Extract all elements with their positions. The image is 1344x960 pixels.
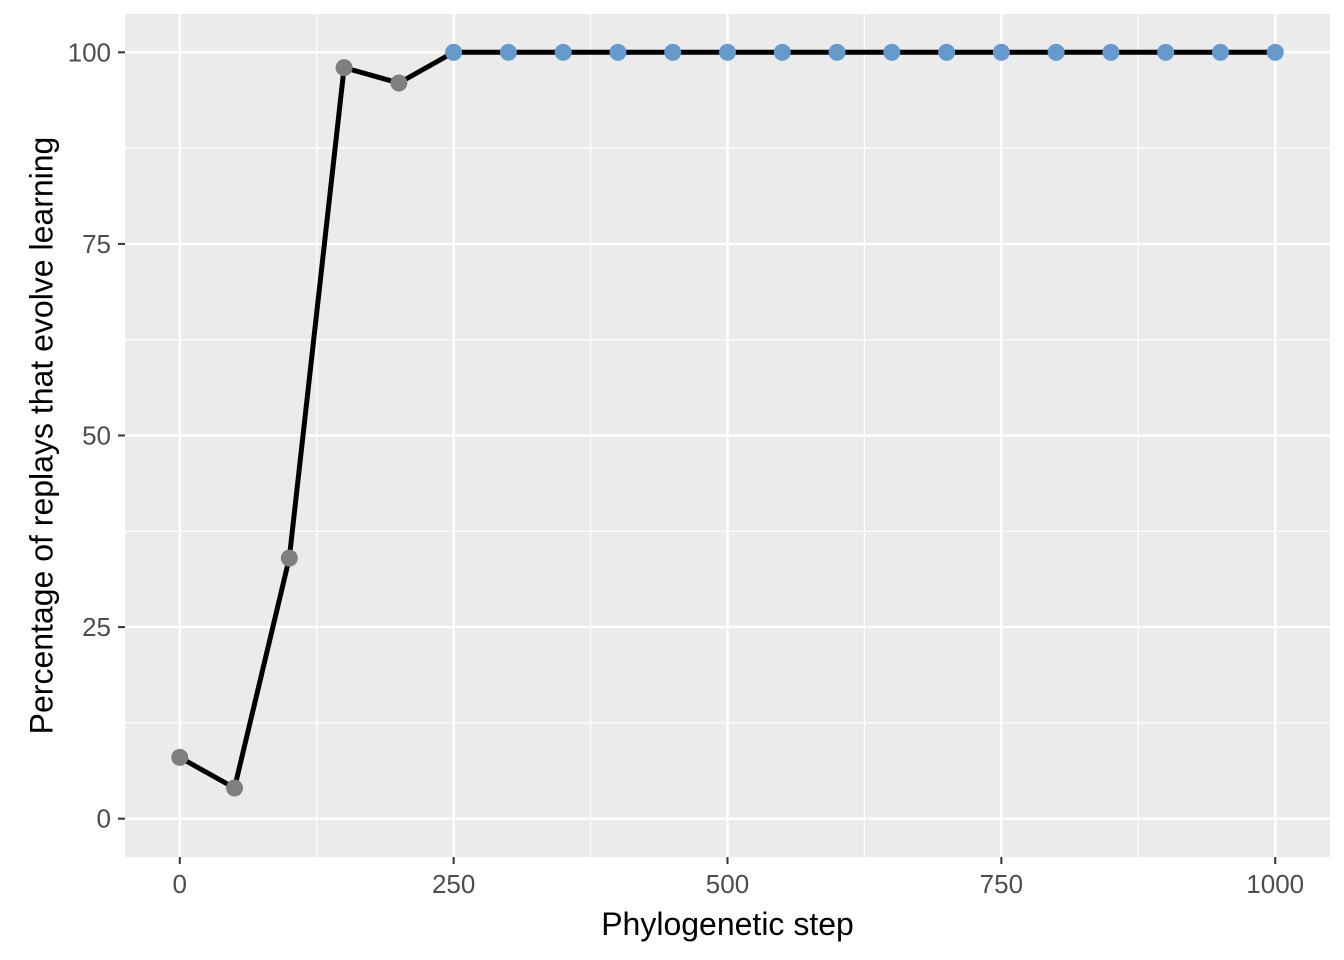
major-gridlines <box>125 14 1330 857</box>
data-point <box>719 43 736 61</box>
y-tick-label: 50 <box>82 421 111 451</box>
data-point <box>992 43 1010 61</box>
data-point <box>828 43 846 61</box>
x-tick-label: 1000 <box>1246 869 1304 899</box>
data-point <box>883 43 901 61</box>
y-tick-label: 0 <box>97 804 111 834</box>
x-tick-label: 750 <box>980 869 1023 899</box>
y-tick-label: 25 <box>82 612 111 642</box>
data-point <box>226 779 244 797</box>
data-point <box>773 43 791 61</box>
data-point <box>1102 43 1120 61</box>
data-point <box>1047 43 1065 61</box>
data-point <box>171 748 189 766</box>
data-point <box>390 74 408 92</box>
data-point <box>335 59 353 77</box>
data-point <box>1211 43 1229 61</box>
data-point <box>938 43 956 61</box>
y-axis-ticks: 0 25 50 75 100 <box>68 37 125 834</box>
x-axis-ticks: 0 250 500 750 1000 <box>173 857 1304 899</box>
data-point <box>280 549 298 567</box>
y-tick-label: 75 <box>82 229 111 259</box>
data-point <box>1266 43 1284 61</box>
data-point <box>499 43 517 61</box>
y-tick-label: 100 <box>68 37 111 67</box>
x-tick-label: 250 <box>432 869 475 899</box>
x-tick-label: 500 <box>706 869 749 899</box>
data-point <box>1157 43 1175 61</box>
data-point <box>445 43 463 61</box>
data-points <box>171 43 1284 797</box>
data-point <box>664 43 682 61</box>
x-axis-title: Phylogenetic step <box>601 906 854 942</box>
data-point <box>609 43 627 61</box>
y-axis-title: Percentage of replays that evolve learni… <box>23 137 59 735</box>
x-tick-label: 0 <box>173 869 187 899</box>
data-point <box>554 43 572 61</box>
